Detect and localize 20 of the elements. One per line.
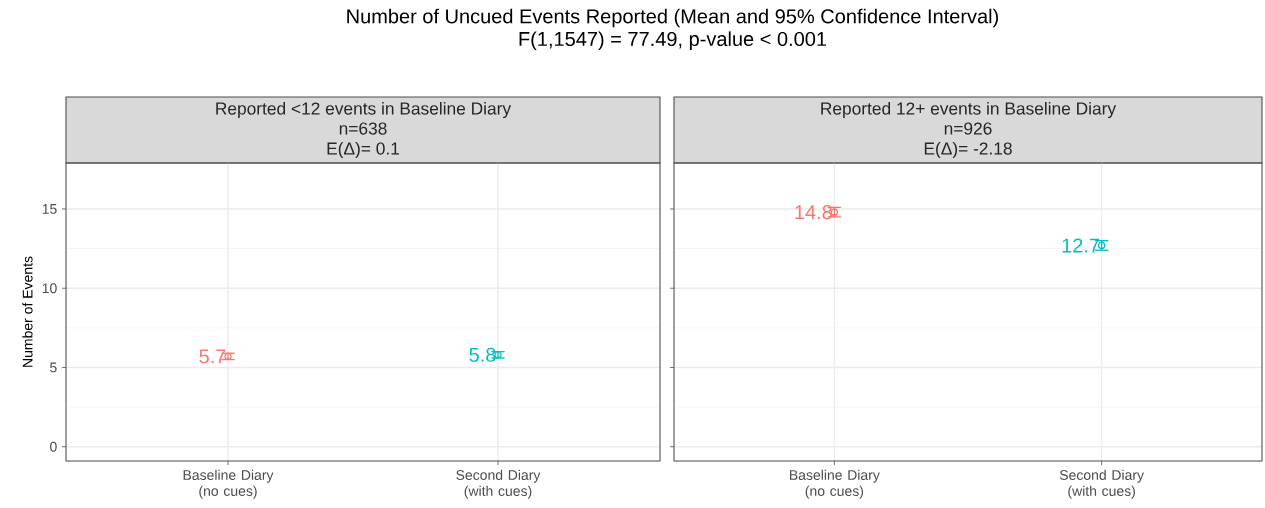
text: E(Δ)= 0.1 [327,141,400,159]
x-tick-label: Baseline Diary (no cues) [790,469,880,499]
y-tick-label: 10 [42,283,57,294]
data-label: 5.7 [199,349,226,364]
x-tick-label: Second Diary (with cues) [1059,469,1144,499]
y-tick-label: 15 [42,204,57,214]
y-tick-label: 5 [50,362,57,373]
x-tick-label: Baseline Diary (no cues) [183,469,274,499]
x-tick-label: Second Diary (with cues) [456,469,541,499]
data-label: 14.8 [795,205,832,220]
data-label: 12.7 [1062,238,1100,253]
text: F(1,1547) = 77.49, p-value < 0.001 [519,31,827,51]
y-tick-label: 0 [50,441,57,452]
text: Number of Uncued Events Reported (Mean and 95% Confidence Interval) [347,8,998,28]
chart-title: Reported <12 events in Baseline Diary [216,101,512,119]
chart-title: Reported 12+ events in Baseline Diary [821,101,1117,119]
text: E(Δ)= -2.18 [924,141,1012,159]
text: n=638 [339,122,387,135]
text: n=926 [944,122,992,135]
y-axis-title: Number of Events [22,256,33,367]
